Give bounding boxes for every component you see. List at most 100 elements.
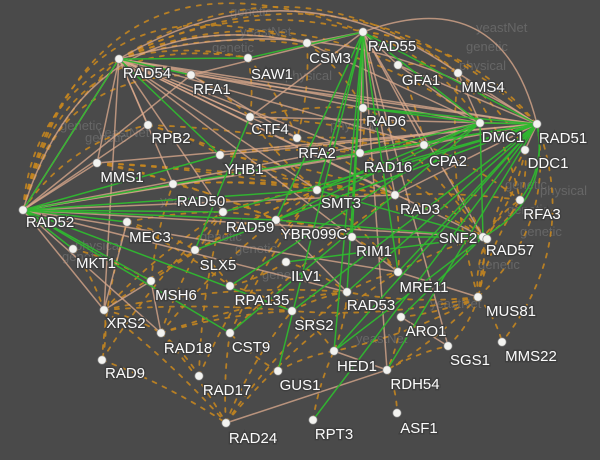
node-YBR099C[interactable] [271, 215, 281, 225]
node-RPA135[interactable] [225, 281, 235, 291]
green-edge-SNF2-YBR099C [275, 219, 484, 238]
node-RFA2[interactable] [292, 133, 302, 143]
node-MKT1[interactable] [68, 244, 78, 254]
orange-dashed-edge-MUS81-RAD57 [476, 238, 488, 298]
salmon-edge-RAD55-GFA1 [362, 31, 399, 66]
salmon-edge-RAD52-RAD53 [22, 209, 348, 293]
node-RAD55[interactable] [358, 27, 368, 37]
orange-dashed-edge-RAD52-RAD54 [22, 58, 120, 211]
node-MRE11[interactable] [393, 267, 403, 277]
node-CSM3[interactable] [302, 38, 312, 48]
node-label-RFA1: RFA1 [193, 81, 231, 98]
node-label-RAD54: RAD54 [123, 65, 171, 82]
orange-dashed-edge-RAD54-GFA1 [118, 30, 399, 66]
orange-dashed-edge-XRS2-SMT3 [103, 189, 318, 311]
node-DDC1[interactable] [520, 145, 530, 155]
node-label-MKT1: MKT1 [76, 255, 116, 272]
node-RFA3[interactable] [515, 195, 525, 205]
node-RAD59[interactable] [218, 207, 228, 217]
orange-dashed-edge-RAD55-MMS4 [362, 31, 459, 74]
node-XRS2[interactable] [99, 305, 109, 315]
orange-dashed-edge-RAD9-RAD59 [101, 211, 224, 361]
green-edge-DMC1-YBR099C [275, 122, 481, 221]
node-label-CSM3: CSM3 [309, 50, 351, 67]
orange-dashed-edge-RFA2-CPA2 [296, 136, 425, 146]
orange-dashed-edge-ILV1-RAD53 [285, 261, 348, 293]
node-label-GUS1: GUS1 [280, 377, 321, 394]
node-RAD52[interactable] [18, 205, 28, 215]
node-MMS22[interactable] [497, 337, 507, 347]
node-RAD3[interactable] [390, 190, 400, 200]
node-ILV1[interactable] [281, 257, 291, 267]
salmon-edge-DMC1-GFA1 [397, 64, 481, 124]
node-MEC3[interactable] [122, 217, 132, 227]
node-RAD16[interactable] [355, 148, 365, 158]
watermark-label: physical [75, 238, 122, 253]
watermark-label: physical [540, 183, 587, 198]
node-GFA1[interactable] [393, 60, 403, 70]
node-MMS4[interactable] [453, 68, 463, 78]
node-CST9[interactable] [225, 328, 235, 338]
node-label-DMC1: DMC1 [482, 129, 525, 146]
node-MMS1[interactable] [92, 158, 102, 168]
node-label-YBR099C: YBR099C [281, 226, 348, 243]
orange-dashed-edge-XRS2-RAD18 [103, 309, 162, 334]
node-GUS1[interactable] [273, 366, 283, 376]
green-edge-RAD52-YHB1 [22, 154, 221, 211]
node-DMC1[interactable] [475, 118, 485, 128]
green-edge-SNF2-SMT3 [316, 189, 484, 238]
node-YHB1[interactable] [215, 150, 225, 160]
green-edge-RAD51-RFA3 [519, 123, 541, 201]
node-RAD9[interactable] [97, 355, 107, 365]
salmon-edge-RAD54-MMS1 [96, 58, 120, 164]
salmon-edge-HED1-RDH54 [333, 350, 388, 371]
node-SLX5[interactable] [190, 245, 200, 255]
orange-dashed-edge-RAD18-RAD17 [160, 332, 200, 377]
node-CPA2[interactable] [419, 140, 429, 150]
salmon-edge-RAD52-MRE11 [22, 209, 399, 273]
node-RAD17[interactable] [194, 371, 204, 381]
node-RAD57[interactable] [482, 234, 492, 244]
green-edge-RAD51-RPT3 [312, 123, 538, 421]
orange-dashed-edge-MEC3-RPA135 [126, 221, 231, 287]
node-label-SRS2: SRS2 [294, 317, 333, 334]
node-RAD53[interactable] [342, 287, 352, 297]
green-edge-RAD54-YHB1 [118, 58, 221, 156]
node-RFA1[interactable] [186, 70, 196, 80]
node-RAD24[interactable] [221, 418, 231, 428]
node-RAD18[interactable] [156, 328, 166, 338]
orange-dashed-edge-XRS2-SRS2 [103, 305, 293, 312]
orange-dashed-edge-RAD16-RAD3 [359, 152, 396, 196]
node-RAD6[interactable] [358, 103, 368, 113]
node-ASF1[interactable] [392, 408, 402, 418]
node-RPT3[interactable] [308, 415, 318, 425]
node-MUS81[interactable] [473, 292, 483, 302]
node-SGS1[interactable] [443, 341, 453, 351]
node-RIM1[interactable] [347, 232, 357, 242]
node-MSH6[interactable] [146, 276, 156, 286]
green-edge-RAD52-MKT1 [22, 209, 74, 250]
node-RAD54[interactable] [114, 54, 124, 64]
salmon-edge-RAD54-XRS2 [103, 58, 120, 311]
node-HED1[interactable] [329, 346, 339, 356]
green-edge-SNF2-ILV1 [285, 236, 484, 263]
node-SAW1[interactable] [243, 53, 253, 63]
node-SRS2[interactable] [287, 306, 297, 316]
node-RDH54[interactable] [382, 365, 392, 375]
node-label-MSH6: MSH6 [155, 287, 197, 304]
node-SMT3[interactable] [312, 185, 322, 195]
salmon-edge-DMC1-CSM3 [306, 42, 481, 124]
node-RAD50[interactable] [168, 179, 178, 189]
orange-dashed-edge-MRE11-SNF2 [397, 236, 484, 273]
node-RPB2[interactable] [143, 120, 153, 130]
salmon-edge-RAD54-SNF2 [118, 58, 484, 238]
node-label-MMS1: MMS1 [100, 169, 143, 186]
orange-dashed-edge-RAD51-MMS22 [501, 123, 554, 343]
green-edge-SNF2-HED1 [333, 236, 484, 352]
watermark-label: genetic [466, 39, 508, 54]
node-ARO1[interactable] [396, 312, 406, 322]
node-CTF4[interactable] [245, 112, 255, 122]
node-RAD51[interactable] [532, 119, 542, 129]
orange-dashed-edge-RAD24-MRE11 [225, 271, 399, 424]
